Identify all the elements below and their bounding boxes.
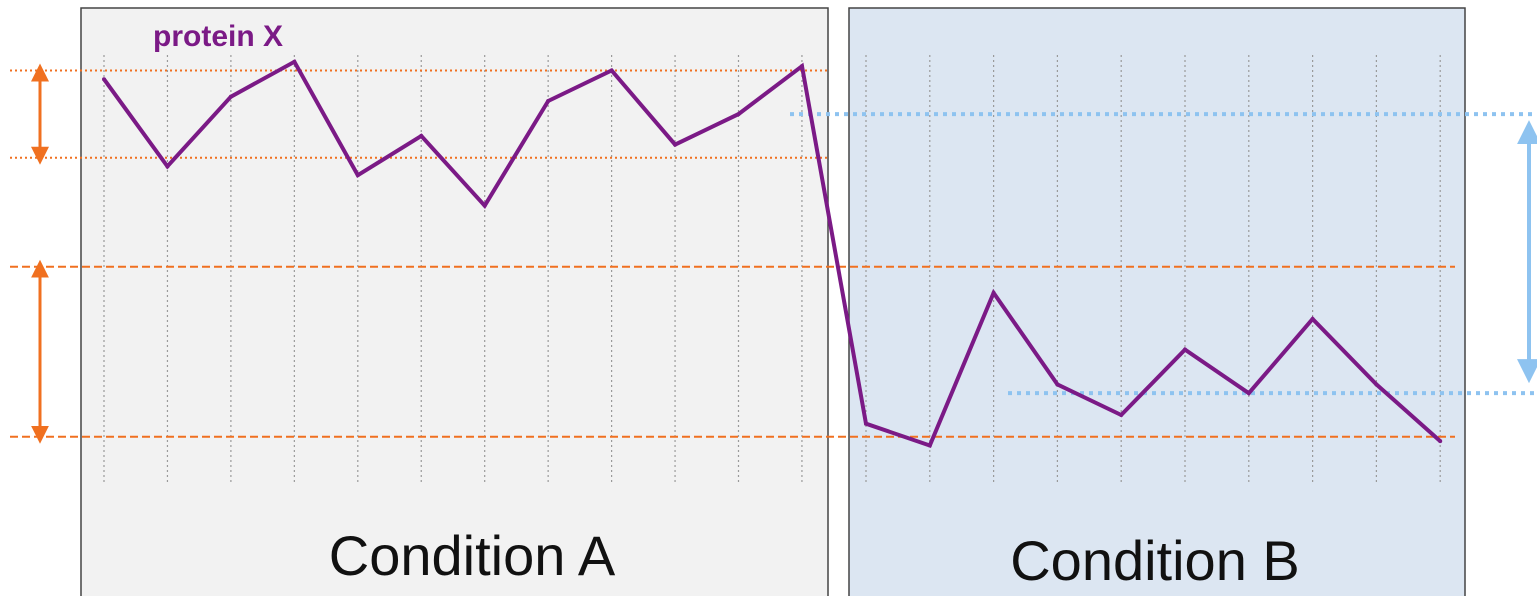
range-indicators xyxy=(10,63,1537,444)
data-point xyxy=(1438,439,1443,444)
data-point xyxy=(1055,382,1060,387)
data-point xyxy=(419,133,424,138)
data-point xyxy=(355,173,360,178)
data-point xyxy=(991,290,996,295)
data-point xyxy=(1183,347,1187,352)
sample-gridlines xyxy=(103,55,1441,482)
condition-a-panel xyxy=(80,7,829,596)
protein-x-line xyxy=(102,59,1442,448)
data-point xyxy=(799,64,804,69)
data-point xyxy=(482,203,487,208)
data-point xyxy=(864,421,868,426)
data-point xyxy=(1119,412,1124,417)
data-point xyxy=(736,112,741,117)
condition-a-label: Condition A xyxy=(329,524,616,587)
data-point xyxy=(1246,391,1251,396)
data-point xyxy=(102,77,106,82)
condition-b-label: Condition B xyxy=(1010,529,1300,592)
data-point xyxy=(228,94,233,99)
chart-title: protein X xyxy=(153,20,283,53)
data-point xyxy=(927,443,932,448)
data-point xyxy=(546,99,551,104)
protein-x-series xyxy=(102,59,1443,448)
data-point xyxy=(1374,382,1379,387)
data-point xyxy=(165,164,170,169)
data-point xyxy=(292,59,297,64)
data-point xyxy=(609,68,614,73)
data-point xyxy=(1310,317,1315,322)
data-point xyxy=(673,142,678,147)
condition-b-panel xyxy=(848,7,1466,596)
